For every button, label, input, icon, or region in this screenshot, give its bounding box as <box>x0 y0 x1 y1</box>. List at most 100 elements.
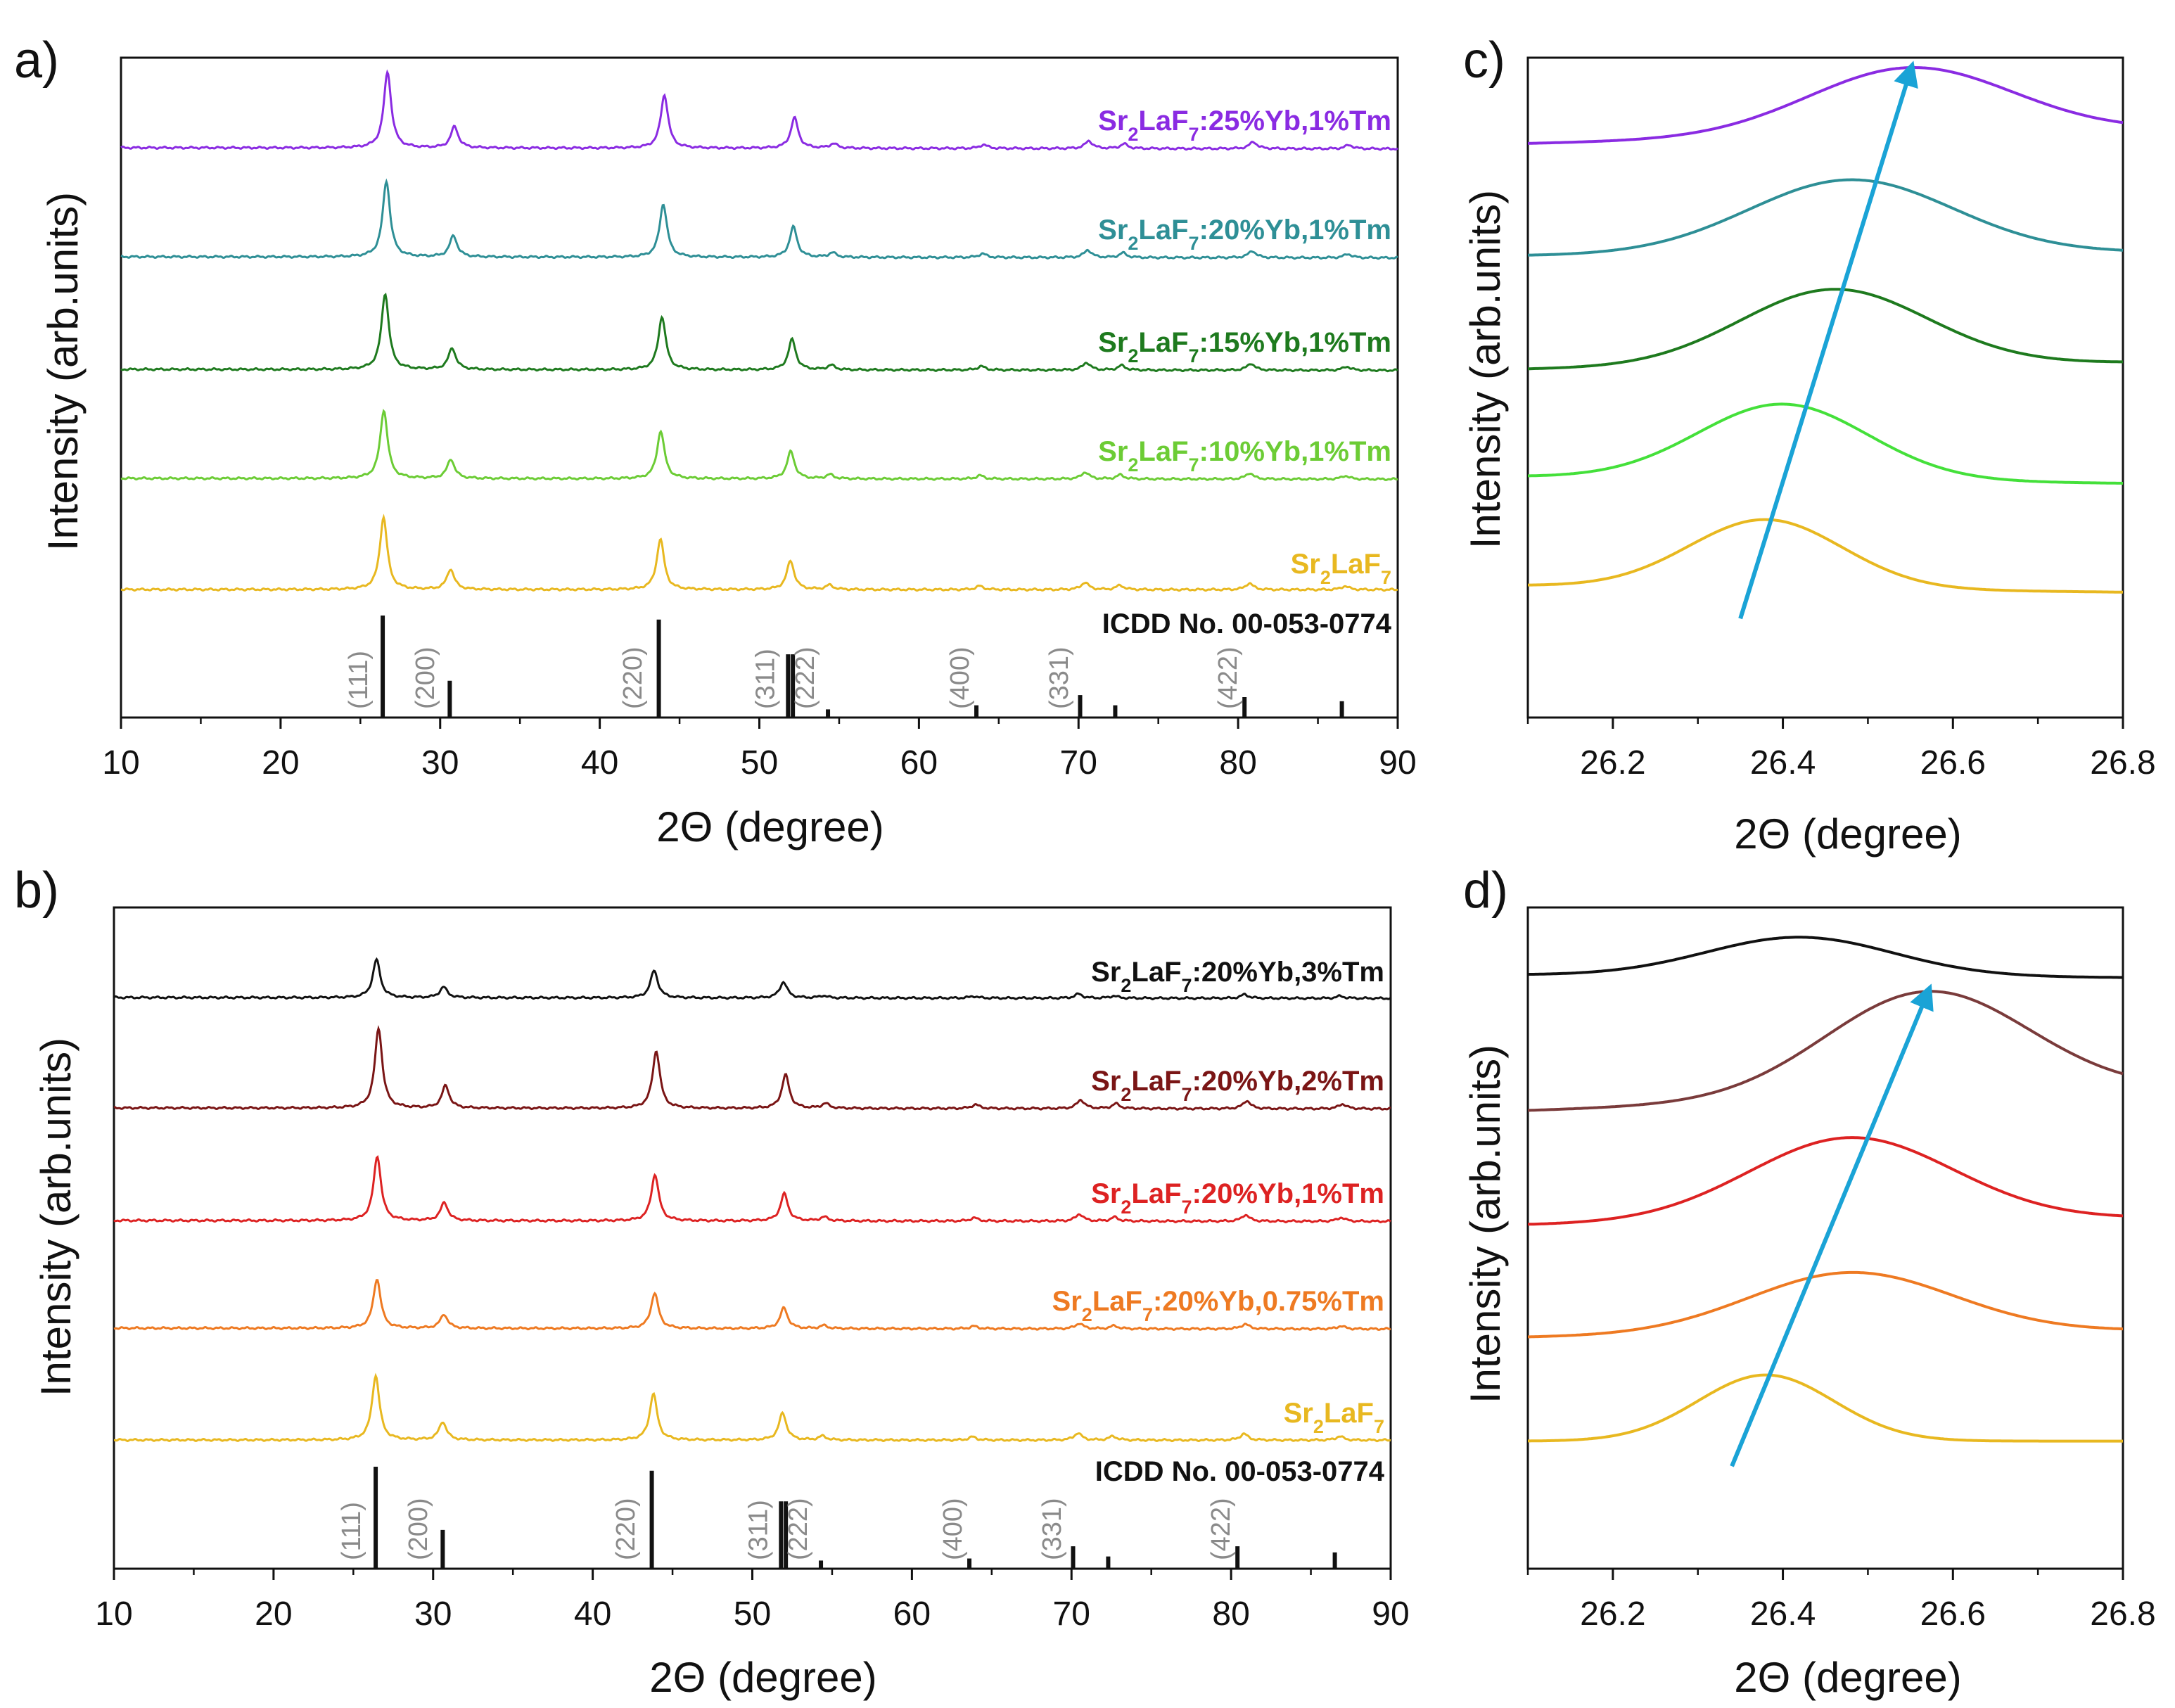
panel-d-series-0 <box>1527 936 2123 979</box>
series-label-part: Sr <box>1098 106 1128 136</box>
series-label-part: :20%Yb,3%Tm <box>1192 957 1384 988</box>
panel-a-series-3 <box>120 409 1398 482</box>
series-label-part: LaF <box>1324 1398 1374 1429</box>
panel-b-xtick-label: 10 <box>95 1595 132 1633</box>
panel-c-series-4 <box>1528 518 2124 594</box>
series-label-part: 2 <box>1121 1084 1131 1105</box>
panel-a-xtick-label: 90 <box>1379 744 1416 782</box>
panel-c-xtick-label: 26.8 <box>2090 744 2155 782</box>
series-label-part: 7 <box>1189 454 1199 476</box>
panel-d-series-2 <box>1527 1136 2124 1226</box>
panel-c-xtick-label: 26.2 <box>1580 744 1645 782</box>
series-label-part: 7 <box>1189 233 1199 254</box>
panel-b-series-label-3: Sr2LaF7:20%Yb,0.75%Tm <box>1052 1286 1384 1325</box>
panel-a-plot: 10 20 30 40 50 60 70 80 90Sr2LaF7:25%Yb,1%TmSr2L… <box>102 56 1417 782</box>
panel-c: c) Intensity (arb.units) 2Θ (degree) 26.… <box>1462 32 2156 858</box>
panel-c-series-0 <box>1527 66 2124 145</box>
panel-b-series-3 <box>113 1279 1391 1332</box>
series-label-part: 7 <box>1142 1304 1153 1325</box>
series-label-part: 2 <box>1128 454 1138 476</box>
panel-c-shift-arrow <box>1738 60 1918 620</box>
panel-d-ylabel: Intensity (arb.units) <box>1462 1045 1509 1403</box>
panel-b-xtick-label: 90 <box>1372 1595 1409 1633</box>
series-label-part: Sr <box>1098 327 1128 358</box>
series-label-part: Sr <box>1098 215 1128 246</box>
panel-d-shift-arrow <box>1730 983 1934 1467</box>
panel-a-series-label-0: Sr2LaF7:25%Yb,1%Tm <box>1098 106 1391 145</box>
series-label-part: :20%Yb,1%Tm <box>1199 215 1391 246</box>
panel-a-hkl-label: (111) <box>344 651 374 709</box>
panel-a-xtick-label: 80 <box>1219 744 1256 782</box>
panel-b-letter: b) <box>14 862 59 919</box>
series-label-part: 2 <box>1313 1416 1324 1437</box>
series-label-part: 2 <box>1128 345 1138 367</box>
panel-d-xlabel: 2Θ (degree) <box>1734 1654 1962 1701</box>
panel-b-series-label-1: Sr2LaF7:20%Yb,2%Tm <box>1091 1066 1384 1105</box>
series-label-part: 2 <box>1128 233 1138 254</box>
panel-a-xtick-label: 50 <box>741 744 778 782</box>
series-label-part: :10%Yb,1%Tm <box>1199 436 1391 467</box>
series-label-part: LaF <box>1131 1066 1181 1097</box>
panel-c-series-3 <box>1528 402 2124 485</box>
panel-a-xtick-label: 60 <box>900 744 938 782</box>
panel-b-series-label-4: Sr2LaF7 <box>1284 1398 1384 1437</box>
series-label-part: 2 <box>1082 1304 1092 1325</box>
panel-b-series-4 <box>114 1372 1391 1443</box>
panel-a-letter: a) <box>14 32 59 89</box>
series-label-part: 7 <box>1189 345 1199 367</box>
series-label-part: Sr <box>1091 1066 1121 1097</box>
series-label-part: :25%Yb,1%Tm <box>1199 106 1391 136</box>
panel-b-xtick-label: 20 <box>255 1595 292 1633</box>
panel-b-hkl-label: (220) <box>611 1498 641 1560</box>
series-label-part: Sr <box>1284 1398 1313 1429</box>
panel-b: b) Intensity (arb.units) 2Θ (degree) 10 2… <box>14 862 1410 1701</box>
series-label-part: Sr <box>1098 436 1128 467</box>
panel-d-xtick-label: 26.4 <box>1750 1595 1816 1633</box>
panel-c-series-2 <box>1528 288 2123 371</box>
panel-b-ylabel: Intensity (arb.units) <box>32 1038 79 1396</box>
panel-a-hkl-label: (331) <box>1045 646 1074 709</box>
series-label-part: :15%Yb,1%Tm <box>1199 327 1391 358</box>
series-label-part: LaF <box>1138 106 1188 136</box>
series-label-part: LaF <box>1131 1178 1181 1209</box>
panel-b-series-label-2: Sr2LaF7:20%Yb,1%Tm <box>1091 1178 1384 1218</box>
series-label-part: LaF <box>1331 549 1381 580</box>
panel-b-hkl-label: (200) <box>404 1498 433 1560</box>
panel-d-series-4 <box>1528 1373 2123 1443</box>
series-label-part: LaF <box>1138 327 1188 358</box>
panel-b-xlabel: 2Θ (degree) <box>649 1654 877 1701</box>
panel-c-xlabel: 2Θ (degree) <box>1734 810 1962 858</box>
panel-d-xtick-label: 26.2 <box>1580 1595 1645 1633</box>
series-label-part: 7 <box>1189 124 1199 145</box>
series-label-part: Sr <box>1291 549 1320 580</box>
panel-d-xtick-label: 26.8 <box>2090 1595 2155 1633</box>
series-label-part: LaF <box>1138 436 1188 467</box>
panel-b-series-1 <box>113 1025 1391 1111</box>
series-label-part: 7 <box>1374 1416 1384 1437</box>
panel-c-ylabel: Intensity (arb.units) <box>1462 190 1509 549</box>
panel-d-series-3 <box>1528 1270 2124 1339</box>
panel-a-xtick-label: 70 <box>1060 744 1097 782</box>
panel-c-xtick-label: 26.4 <box>1750 744 1816 782</box>
panel-a-series-label-1: Sr2LaF7:20%Yb,1%Tm <box>1098 215 1391 254</box>
panel-b-plot: 10 20 30 40 50 60 70 80 90Sr2LaF7:20%Yb,3%TmSr2L… <box>95 906 1410 1633</box>
series-label-part: Sr <box>1091 957 1121 988</box>
panel-d-plot: 26.2 26.4 26.6 26.8 <box>1526 906 2156 1633</box>
panel-b-hkl-label: (311) <box>744 1500 773 1560</box>
series-label-part: 7 <box>1182 975 1192 996</box>
series-label-part: :20%Yb,0.75%Tm <box>1153 1286 1384 1317</box>
panel-b-hkl-label: (111) <box>337 1502 366 1560</box>
panel-d-frame <box>1526 906 2124 1570</box>
panel-c-letter: c) <box>1463 32 1505 89</box>
panel-b-hkl-label: (400) <box>938 1498 968 1560</box>
panel-b-series-0 <box>113 957 1391 1001</box>
panel-a-xtick-label: 40 <box>581 744 618 782</box>
series-label-part: 2 <box>1121 975 1131 996</box>
series-label-part: :20%Yb,1%Tm <box>1192 1178 1384 1209</box>
panel-c-plot: 26.2 26.4 26.6 26.8 <box>1526 56 2156 782</box>
panel-b-xtick-label: 30 <box>414 1595 452 1633</box>
series-label-part: LaF <box>1138 215 1188 246</box>
panel-b-xtick-label: 70 <box>1053 1595 1090 1633</box>
panel-b-xtick-label: 40 <box>574 1595 611 1633</box>
panel-b-xtick-label: 80 <box>1212 1595 1249 1633</box>
